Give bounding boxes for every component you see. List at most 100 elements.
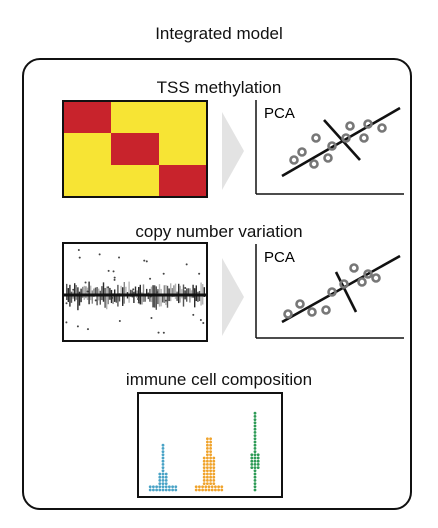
cnv-outlier — [111, 296, 114, 299]
diagram-title: Integrated model — [155, 24, 283, 43]
immune-cell-composition-label: immune cell composition — [125, 370, 313, 389]
cnv-segment — [82, 286, 84, 298]
immune-dot — [209, 447, 212, 450]
immune-dot — [164, 479, 168, 482]
heatmap-cell — [159, 165, 208, 198]
cnv-outlier — [137, 297, 140, 300]
immune-dot — [253, 424, 257, 428]
heatmap-cell — [63, 165, 112, 198]
immune-dot — [164, 472, 168, 476]
cnv-outlier — [162, 272, 165, 275]
immune-dot — [256, 463, 260, 466]
immune-dot — [161, 447, 165, 450]
cnv-outlier — [143, 259, 146, 262]
immune-dot — [250, 459, 254, 463]
cnv-segment — [178, 283, 180, 304]
immune-dot — [194, 485, 198, 489]
heatmap-cell — [159, 101, 208, 134]
immune-dot — [174, 485, 178, 489]
cnv-outlier — [164, 299, 167, 302]
copy-number-variation-label: copy number variation — [135, 222, 303, 241]
immune-dot — [161, 466, 165, 469]
immune-dot — [164, 482, 168, 485]
immune-dot — [256, 466, 260, 469]
immune-dot — [212, 463, 216, 466]
immune-dot — [212, 456, 216, 460]
immune-dot — [210, 488, 214, 492]
immune-dot — [212, 472, 216, 476]
cnv-outlier — [145, 260, 148, 263]
heatmap-cell — [111, 165, 160, 198]
cnv-segment — [85, 286, 87, 299]
immune-composition-plot — [137, 392, 283, 498]
cnv-outlier — [94, 299, 97, 302]
cnv-segment — [75, 285, 77, 300]
immune-dot — [209, 469, 212, 473]
cnv-segment — [187, 288, 189, 295]
immune-dot — [202, 469, 206, 473]
immune-dot — [161, 443, 165, 447]
immune-dot — [253, 427, 257, 431]
cnv-outlier — [192, 313, 195, 316]
immune-dot — [253, 440, 257, 444]
cnv-outlier — [107, 269, 110, 272]
cnv-segment — [99, 290, 101, 305]
immune-dot — [206, 482, 209, 485]
cnv-outlier — [77, 249, 80, 252]
immune-dot — [164, 488, 168, 492]
pca-label: PCA — [264, 105, 295, 122]
immune-dot — [161, 453, 165, 457]
cnv-segment — [155, 286, 157, 310]
arrow-chevron-2 — [222, 258, 244, 336]
cnv-outlier — [156, 291, 159, 294]
immune-dot — [209, 463, 212, 466]
immune-dot — [206, 453, 209, 457]
cnv-segment — [130, 289, 132, 297]
immune-dot — [210, 485, 214, 489]
cnv-outlier — [113, 276, 116, 279]
immune-dot — [161, 482, 165, 485]
immune-dot — [158, 488, 162, 492]
immune-dot — [253, 415, 257, 418]
cnv-segment — [77, 287, 79, 311]
immune-dot — [155, 485, 158, 489]
immune-dot — [202, 466, 206, 469]
immune-dot — [253, 450, 257, 453]
immune-dot — [202, 475, 206, 479]
immune-dot — [198, 485, 201, 489]
immune-dot — [207, 485, 211, 489]
immune-dot — [253, 431, 257, 434]
immune-dot — [206, 447, 209, 450]
cnv-outlier — [132, 288, 135, 291]
immune-dot — [253, 472, 257, 476]
heatmap-cell — [159, 133, 208, 166]
immune-dot — [161, 472, 165, 476]
immune-dot — [256, 456, 260, 460]
cnv-segment — [101, 286, 103, 301]
cnv-segment — [174, 283, 177, 299]
immune-dot — [206, 469, 209, 473]
cnv-outlier — [65, 321, 68, 324]
copy-number-plot — [62, 242, 208, 342]
immune-dot — [253, 482, 257, 485]
cnv-segment — [106, 286, 108, 310]
immune-dot — [202, 472, 206, 476]
immune-dot — [206, 479, 209, 482]
cnv-outlier — [118, 320, 121, 323]
immune-dot — [253, 475, 257, 479]
immune-dot — [161, 456, 165, 460]
pca-label: PCA — [264, 249, 295, 266]
immune-dot — [209, 437, 212, 441]
cnv-segment — [157, 289, 159, 305]
immune-dot — [250, 453, 254, 457]
cnv-segment — [128, 281, 130, 303]
cnv-outlier — [137, 301, 140, 304]
immune-dot — [161, 459, 165, 463]
cnv-segment — [115, 295, 117, 303]
cnv-segment — [70, 291, 73, 303]
immune-dot — [209, 482, 212, 485]
methylation-heatmap — [62, 100, 208, 198]
cnv-outlier — [86, 328, 89, 331]
cnv-outlier — [185, 263, 188, 266]
cnv-outlier — [202, 321, 205, 324]
